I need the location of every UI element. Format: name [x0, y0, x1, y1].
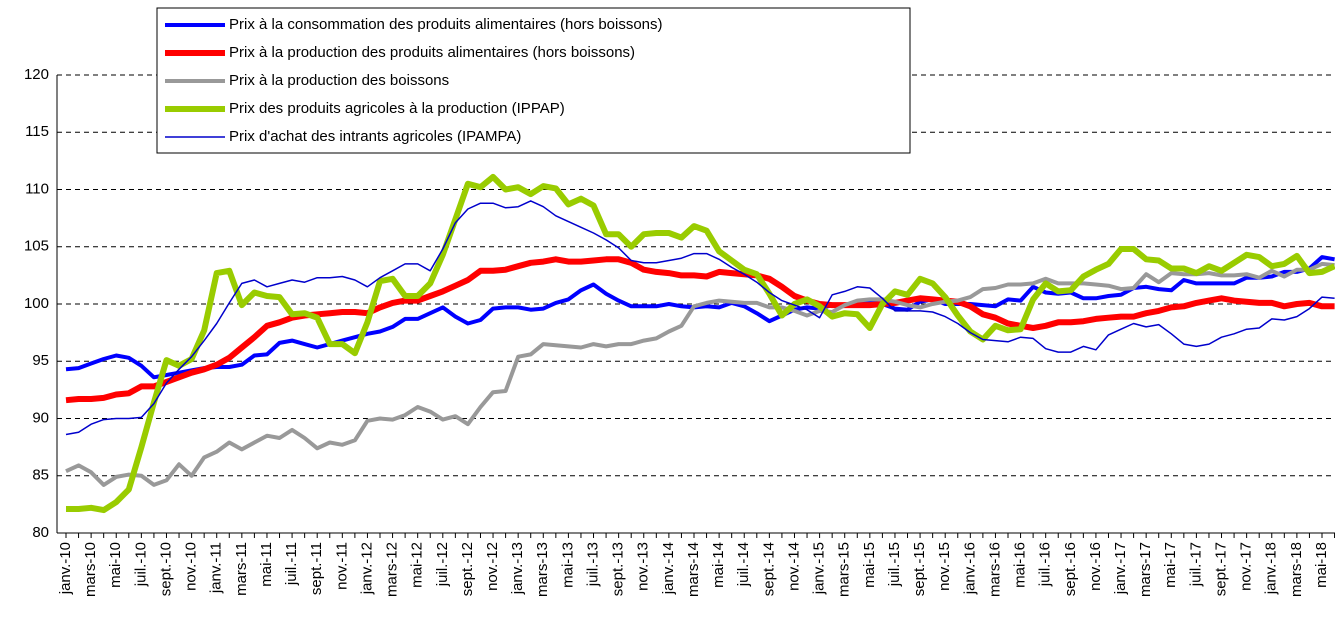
y-tick-label: 80	[32, 524, 49, 541]
x-tick-label: sept.-11	[308, 542, 325, 595]
x-tick-label: juil.-16	[1037, 542, 1054, 587]
series-line	[65, 255, 1335, 380]
series-line	[66, 173, 1335, 514]
y-tick-label: 100	[24, 295, 49, 312]
x-tick-label: nov.-13	[635, 542, 652, 591]
x-tick-label: mars-18	[1288, 542, 1305, 597]
x-tick-label: mai-12	[409, 542, 426, 588]
x-tick-label: mars-11	[233, 542, 250, 596]
y-tick-label: 105	[24, 238, 49, 255]
x-tick-label: mars-16	[986, 542, 1003, 597]
x-tick-label: mai-16	[1012, 542, 1029, 588]
y-tick-label: 110	[25, 180, 49, 197]
y-tick-label: 85	[32, 467, 49, 484]
x-tick-label: mars-12	[384, 542, 401, 597]
x-tick-label: mai-11	[258, 542, 275, 587]
legend: Prix à la consommation des produits alim…	[156, 7, 911, 154]
y-tick-label: 95	[32, 352, 49, 369]
legend-box	[156, 7, 911, 154]
x-tick-label: mai-18	[1313, 542, 1330, 588]
x-tick-label: nov.-17	[1238, 542, 1255, 591]
x-tick-label: janv.-11	[208, 542, 225, 594]
x-tick-label: juil.-14	[735, 542, 752, 587]
x-tick-label: nov.-16	[1087, 542, 1104, 591]
series-line	[65, 256, 1335, 404]
x-tick-label: janv.-13	[509, 542, 526, 595]
x-tick-label: juil.-13	[584, 542, 601, 587]
x-tick-label: janv.-17	[1112, 542, 1129, 595]
x-tick-label: mai-15	[861, 542, 878, 588]
x-tick-label: mars-15	[836, 542, 853, 597]
x-tick-label: nov.-14	[785, 542, 802, 591]
x-tick-label: sept.-16	[1062, 542, 1079, 596]
x-tick-label: mai-13	[559, 542, 576, 588]
x-tick-label: mai-14	[710, 542, 727, 588]
y-tick-label: 90	[32, 409, 49, 426]
x-tick-label: nov.-11	[333, 542, 350, 590]
x-tick-label: juil.-17	[1187, 542, 1204, 587]
legend-label: Prix à la production des produits alimen…	[229, 44, 635, 61]
legend-label: Prix des produits agricoles à la product…	[229, 100, 565, 117]
x-tick-label: janv.-15	[811, 542, 828, 595]
x-tick-label: janv.-14	[660, 542, 677, 595]
x-tick-label: sept.-10	[157, 542, 174, 596]
x-tick-label: juil.-15	[886, 542, 903, 587]
x-tick-label: mars-10	[82, 542, 99, 597]
x-tick-label: nov.-12	[484, 542, 501, 591]
x-tick-label: juil.-10	[132, 542, 149, 587]
x-tick-label: sept.-15	[911, 542, 928, 596]
y-tick-label: 115	[25, 123, 49, 140]
series-line	[65, 200, 1335, 436]
x-tick-label: nov.-15	[936, 542, 953, 591]
x-tick-label: janv.-10	[57, 542, 74, 595]
x-tick-label: janv.-12	[358, 542, 375, 595]
x-tick-label: sept.-14	[760, 542, 777, 596]
series-line	[65, 261, 1335, 487]
x-tick-label: juil.-12	[434, 542, 451, 587]
x-tick-label: sept.-12	[459, 542, 476, 596]
x-tick-label: mars-14	[685, 542, 702, 597]
legend-label: Prix à la production des boissons	[229, 72, 449, 89]
x-tick-label: janv.-18	[1263, 542, 1280, 595]
x-tick-label: mai-10	[107, 542, 124, 588]
x-tick-label: mars-13	[534, 542, 551, 597]
x-tick-label: mars-17	[1137, 542, 1154, 597]
legend-label: Prix à la consommation des produits alim…	[229, 16, 663, 33]
x-tick-label: nov.-10	[183, 542, 200, 591]
y-tick-label: 120	[24, 66, 49, 83]
x-tick-label: juil.-11	[283, 542, 300, 586]
x-tick-label: mai-17	[1162, 542, 1179, 588]
x-tick-label: janv.-16	[961, 542, 978, 595]
legend-label: Prix d'achat des intrants agricoles (IPA…	[229, 128, 521, 145]
x-tick-label: sept.-13	[610, 542, 627, 596]
x-tick-label: sept.-17	[1212, 542, 1229, 596]
